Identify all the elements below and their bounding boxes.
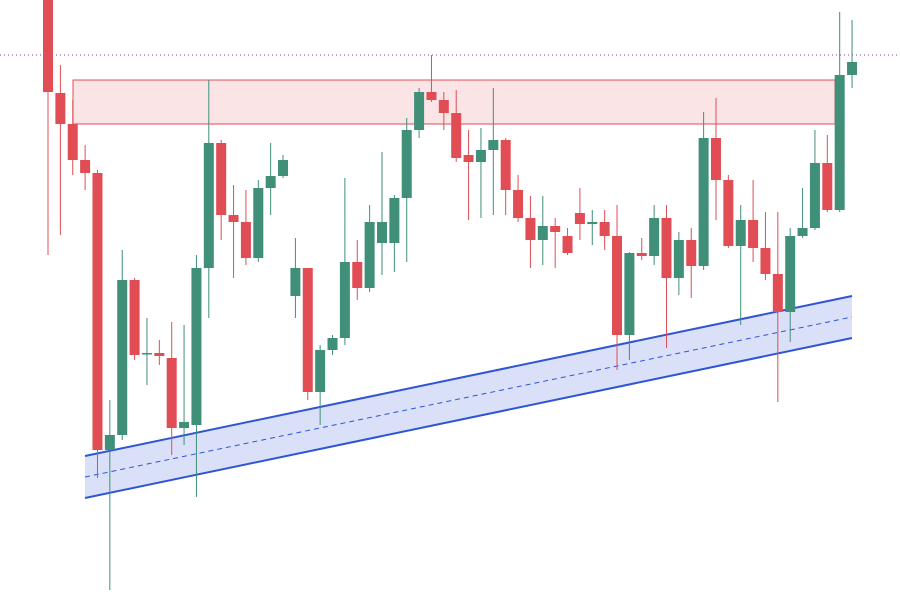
candle-body — [141, 353, 152, 355]
candle-body — [265, 176, 276, 188]
candle-body — [55, 93, 66, 124]
candle-body — [513, 190, 524, 218]
candle-body — [191, 268, 202, 425]
candle-body — [562, 236, 573, 253]
candle-body — [240, 222, 251, 258]
candle-body — [822, 163, 833, 210]
candle-body — [735, 220, 746, 246]
candle-body — [179, 422, 190, 428]
candle-body — [785, 236, 796, 312]
candle-body — [438, 100, 449, 113]
candle-body — [278, 160, 289, 176]
candle-body — [698, 138, 709, 266]
candle-body — [636, 253, 647, 256]
candle-body — [673, 240, 684, 278]
candle-body — [376, 222, 387, 243]
candle-body — [649, 218, 660, 256]
candle-body — [352, 262, 363, 288]
candle-body — [612, 236, 623, 335]
candle-body — [587, 222, 598, 224]
candle-body — [426, 92, 437, 100]
candle-body — [80, 160, 91, 173]
candle-body — [154, 353, 165, 356]
candle-body — [772, 274, 783, 312]
candle-body — [475, 150, 486, 162]
candle-body — [809, 163, 820, 228]
candle-body — [686, 240, 697, 266]
candle-body — [216, 143, 227, 215]
candle-body — [389, 198, 400, 243]
candle-body — [797, 228, 808, 236]
candle-body — [550, 226, 561, 232]
candle-body — [364, 222, 375, 288]
candle-body — [92, 173, 103, 450]
candle-body — [599, 222, 610, 236]
candle-body — [228, 215, 239, 222]
candle-body — [525, 218, 536, 240]
candle-body — [574, 213, 585, 224]
channel-lower — [84, 337, 853, 499]
candle-body — [327, 338, 338, 350]
candle-body — [624, 253, 635, 335]
candle-body — [203, 143, 214, 268]
candle-body — [315, 350, 326, 392]
candle-body — [463, 155, 474, 162]
candle-body — [253, 188, 264, 258]
candle-body — [401, 130, 412, 198]
channel-mid — [84, 316, 853, 478]
candle-body — [43, 0, 53, 92]
candle-body — [847, 62, 858, 75]
candle-body — [339, 262, 350, 338]
candle-body — [760, 248, 771, 274]
candle-body — [290, 268, 301, 296]
candle-body — [748, 220, 759, 248]
candle-body — [104, 435, 115, 450]
channel-upper — [84, 295, 853, 457]
candle-body — [723, 180, 734, 246]
candle-body — [710, 138, 721, 180]
candle-body — [302, 268, 313, 392]
candle-body — [129, 280, 140, 355]
candle-body — [661, 218, 672, 278]
candle-body — [67, 124, 78, 160]
candle-body — [451, 113, 462, 158]
candle-body — [166, 358, 177, 428]
candle-body — [414, 92, 425, 130]
candle-body — [537, 226, 548, 240]
candle-body — [117, 280, 128, 435]
candle-body — [834, 75, 845, 210]
candle-body — [500, 140, 511, 190]
candle-body — [488, 140, 499, 150]
